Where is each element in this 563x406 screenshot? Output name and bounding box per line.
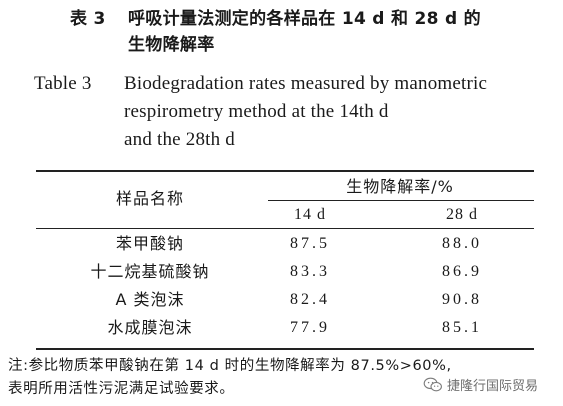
chinese-table-caption: 表 3 呼吸计量法测定的各样品在 14 d 和 28 d 的 生物降解率 bbox=[70, 6, 540, 58]
footnote-line-1: 注:参比物质苯甲酸钠在第 14 d 时的生物降解率为 87.5%>60%, bbox=[8, 358, 452, 374]
table-row-2-14d: 83.3 bbox=[290, 263, 330, 280]
caption-line-1-cn: 呼吸计量法测定的各样品在 14 d 和 28 d 的 bbox=[128, 9, 481, 29]
table-group-rule bbox=[268, 200, 534, 201]
wechat-icon bbox=[423, 377, 442, 391]
table-row-3-14d: 82.4 bbox=[290, 291, 330, 308]
header-sample-name: 样品名称 bbox=[115, 189, 184, 208]
header-14d: 14 d bbox=[294, 206, 326, 223]
table-top-rule bbox=[36, 170, 534, 172]
table-row-1-name: 苯甲酸钠 bbox=[115, 234, 184, 253]
table-row-3-name: A 类泡沫 bbox=[115, 290, 185, 309]
table-header-rule bbox=[36, 228, 534, 229]
table-row-4-28d: 85.1 bbox=[442, 319, 482, 336]
table-row-4-14d: 77.9 bbox=[290, 319, 330, 336]
footnote-line-2: 表明所用活性污泥满足试验要求。 bbox=[8, 381, 235, 397]
table-bottom-rule bbox=[36, 348, 534, 350]
header-biodegradation-rate: 生物降解率/% bbox=[346, 177, 454, 196]
table-row-2-28d: 86.9 bbox=[442, 263, 482, 280]
table-row-2-name: 十二烷基硫酸钠 bbox=[90, 262, 210, 281]
header-28d: 28 d bbox=[446, 206, 478, 223]
caption-line-3-en: and the 28th d bbox=[124, 129, 235, 150]
table-row-1-14d: 87.5 bbox=[290, 235, 330, 252]
table-row-4-name: 水成膜泡沫 bbox=[107, 318, 193, 337]
table-row-3-28d: 90.8 bbox=[442, 291, 482, 308]
caption-label-en: Table 3 bbox=[34, 73, 92, 94]
wechat-watermark: 捷隆行国际贸易 bbox=[423, 375, 538, 394]
table-footnote: 注:参比物质苯甲酸钠在第 14 d 时的生物降解率为 87.5%>60%, 表明… bbox=[8, 355, 558, 401]
caption-line-2-cn: 生物降解率 bbox=[128, 35, 215, 55]
caption-label-cn: 表 3 bbox=[70, 9, 106, 29]
english-table-caption: Table 3 Biodegradation rates measured by … bbox=[34, 70, 554, 154]
watermark-text: 捷隆行国际贸易 bbox=[447, 379, 539, 394]
table-row-1-28d: 88.0 bbox=[442, 235, 482, 252]
caption-line-1-en: Biodegradation rates measured by manomet… bbox=[124, 73, 488, 94]
caption-line-2-en: respirometry method at the 14th d bbox=[124, 101, 389, 122]
